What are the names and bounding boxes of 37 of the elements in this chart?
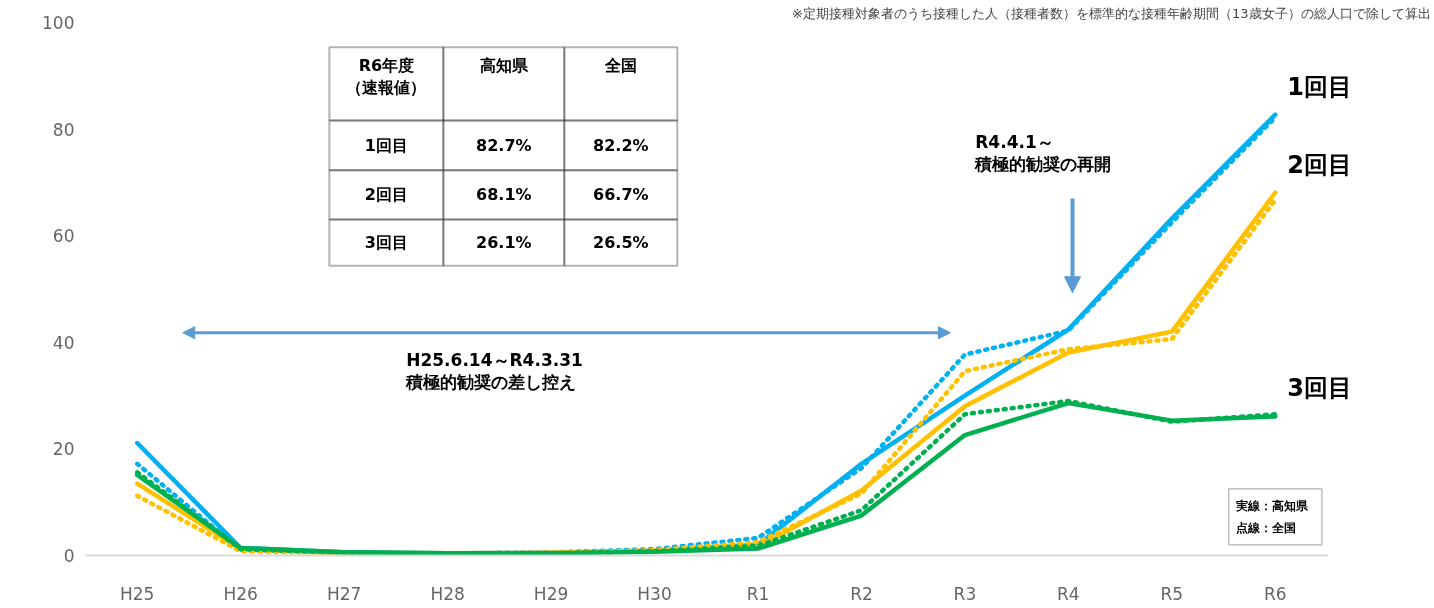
annotation: 3回目: [364, 233, 408, 253]
x-tick-label: H27: [326, 583, 362, 604]
y-tick-label: 20: [52, 439, 75, 460]
annotation: 82.2%: [593, 135, 649, 155]
x-tick-label: H30: [637, 583, 672, 604]
annotation: 全国: [603, 55, 637, 75]
y-tick-label: 100: [42, 13, 75, 33]
annotation: R6年度（速報値）: [346, 55, 427, 97]
annotation: 1回目: [364, 135, 408, 155]
x-tick-label: R4: [1057, 583, 1080, 604]
annotation: 66.7%: [593, 185, 649, 205]
annotation: 82.7%: [476, 135, 532, 155]
annotation: 2回目: [364, 185, 408, 205]
series-label: 3回目: [1287, 374, 1353, 403]
x-tick-label: R2: [850, 583, 873, 604]
annotation: H25.6.14～R4.3.31 積極的勧奨の差し控え: [405, 350, 583, 393]
x-tick-label: R3: [953, 583, 977, 604]
y-tick-label: 0: [63, 546, 75, 566]
annotation: 高知県: [479, 55, 529, 75]
series-label: 2回目: [1287, 150, 1353, 179]
x-tick-label: H29: [533, 583, 569, 604]
x-tick-label: H25: [120, 583, 155, 604]
annotation: R4.4.1～積極的勧奨の再開: [974, 131, 1112, 174]
x-tick-label: H26: [223, 583, 258, 604]
annotation: 実線：高知県点線：全国: [1234, 499, 1309, 535]
x-tick-label: R6: [1263, 583, 1287, 604]
y-tick-label: 40: [52, 332, 75, 353]
y-tick-label: 60: [52, 226, 75, 247]
x-tick-label: R5: [1160, 583, 1184, 604]
series-label: 1回目: [1287, 72, 1353, 101]
text: ※定期接種対象者のうち接種した人（接種者数）を標準的な接種年齢期間（13歳女子）の総人口で除して算出: [792, 5, 1431, 21]
x-tick-label: H28: [430, 583, 465, 604]
annotation: 26.5%: [593, 233, 649, 253]
annotation: 68.1%: [476, 185, 532, 205]
annotation: 26.1%: [476, 233, 532, 253]
y-tick-label: 80: [52, 119, 75, 140]
x-tick-label: R1: [746, 583, 770, 604]
